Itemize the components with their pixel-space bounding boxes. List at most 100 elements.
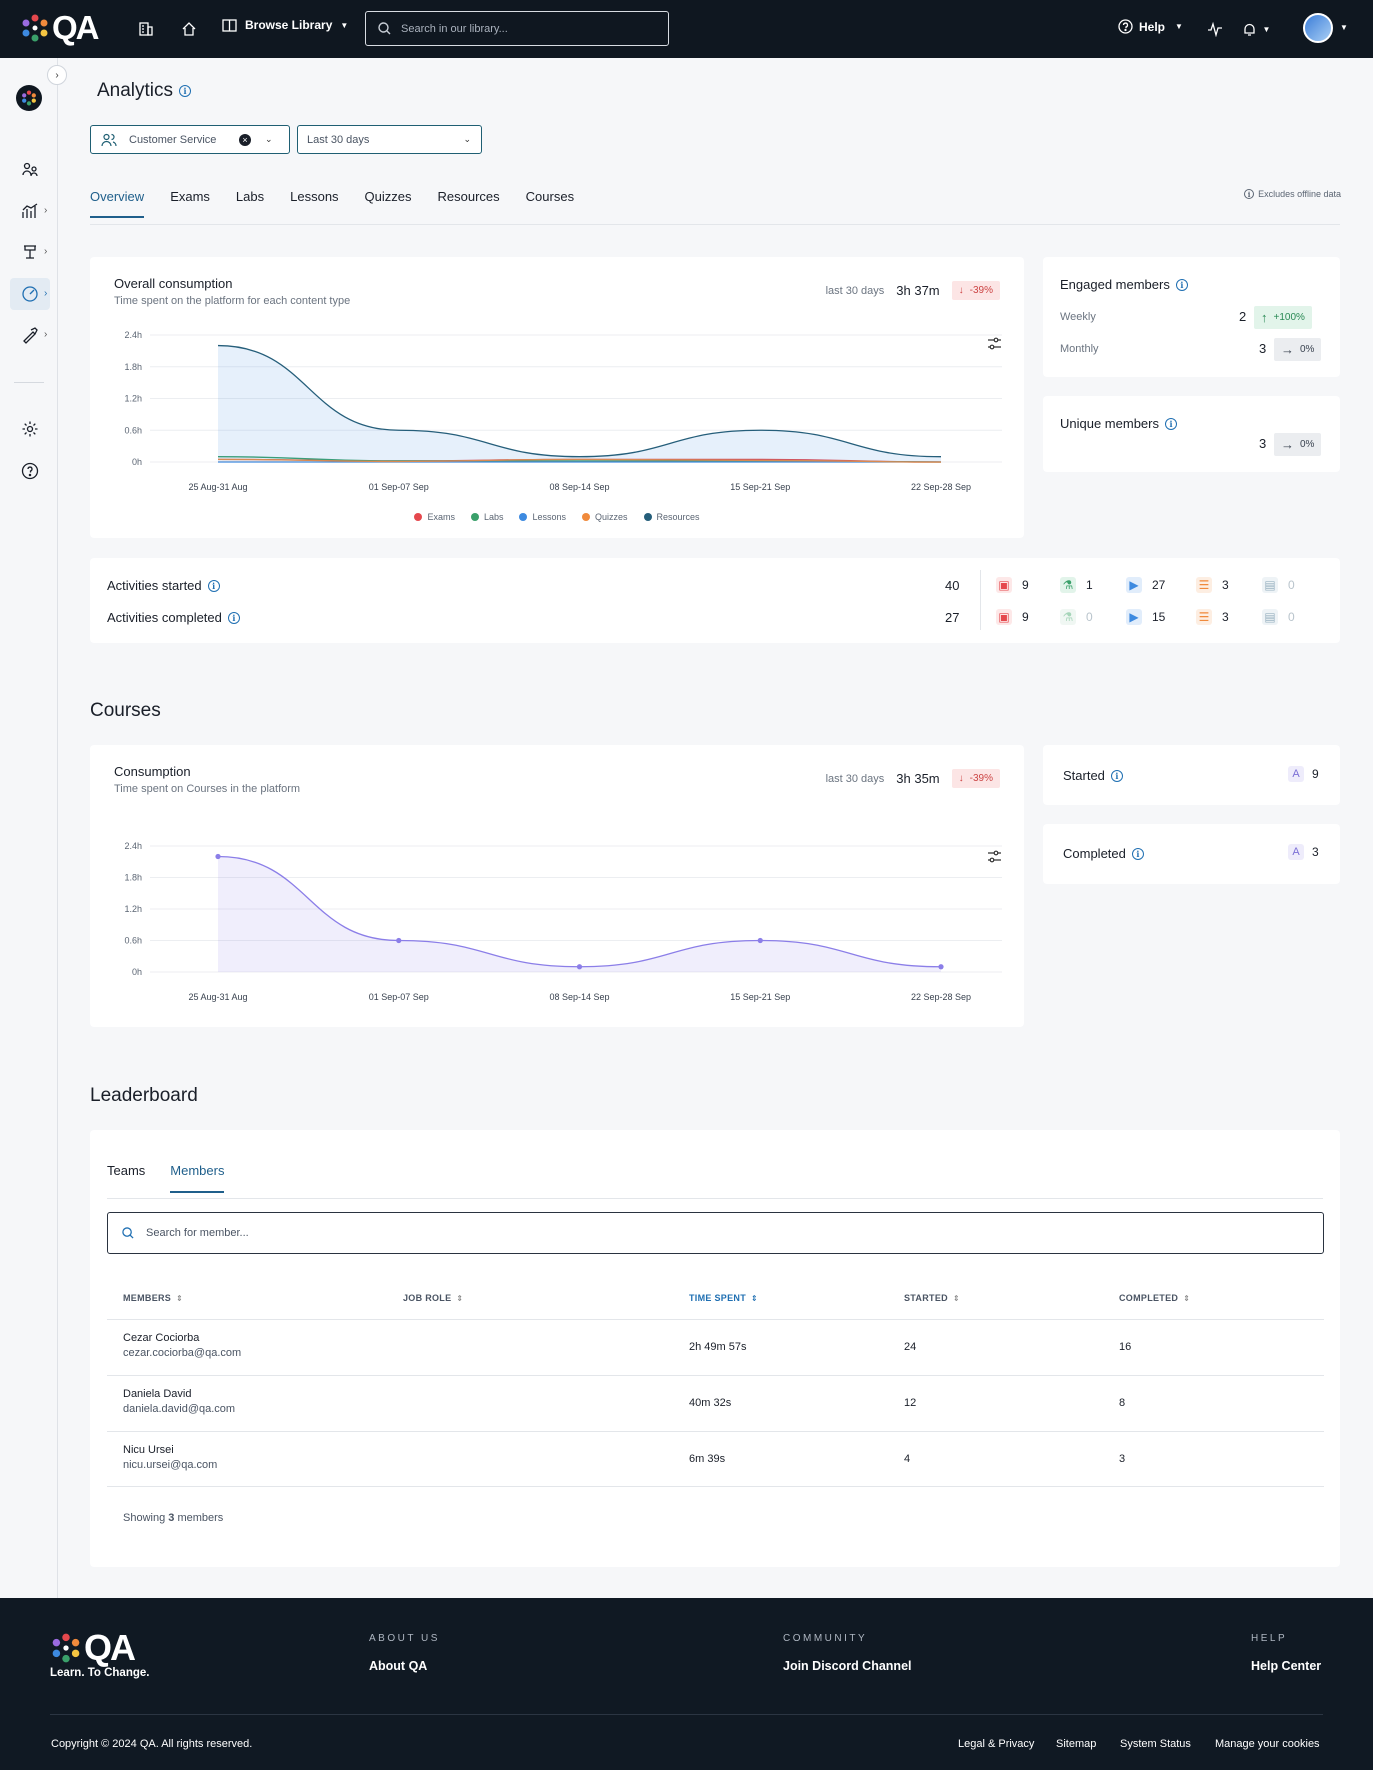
info-icon[interactable]: i: [227, 611, 240, 624]
sidebar-item-help[interactable]: [10, 455, 50, 487]
tab-lessons[interactable]: Lessons: [290, 189, 339, 204]
period-filter[interactable]: Last 30 days ⌄: [297, 125, 482, 154]
column-label: COMPLETED: [1119, 1293, 1179, 1303]
series-area: [218, 345, 941, 462]
tab-exams[interactable]: Exams: [170, 189, 210, 204]
sidebar-item-authoring[interactable]: [10, 319, 50, 351]
page-title: Analytics i: [97, 80, 192, 102]
legend-label: Quizzes: [595, 512, 628, 522]
footer-status-link[interactable]: System Status: [1120, 1738, 1191, 1750]
info-icon[interactable]: i: [1165, 417, 1177, 430]
unique-header: Unique members i: [1060, 416, 1177, 431]
x-tick-label: 15 Sep-21 Sep: [730, 992, 790, 1002]
legend-labs[interactable]: Labs: [470, 512, 503, 522]
column-header-time-spent[interactable]: TIME SPENT ⇕: [689, 1293, 758, 1303]
site-footer: QA Learn. To Change. ABOUT US About QA C…: [0, 1598, 1373, 1770]
help-label: Help: [1139, 19, 1166, 34]
gauge-icon: [22, 286, 38, 302]
weekly-change-badge: ↑ +100%: [1254, 306, 1312, 329]
arrow-up-icon: ↑: [1261, 310, 1268, 325]
completed-cell: 3: [1119, 1453, 1126, 1465]
tabs-divider: [90, 224, 1340, 225]
footer-tagline: Learn. To Change.: [50, 1667, 150, 1679]
library-search-input[interactable]: [401, 22, 641, 35]
info-icon[interactable]: i: [207, 579, 220, 592]
legend-quizzes[interactable]: Quizzes: [582, 512, 628, 522]
legend-exams[interactable]: Exams: [414, 512, 455, 522]
sidebar-item-settings[interactable]: [10, 413, 50, 445]
chart-settings-button[interactable]: [982, 331, 1006, 355]
qa-logo[interactable]: QA: [20, 11, 99, 44]
footer-legal-link[interactable]: Legal & Privacy: [958, 1738, 1035, 1750]
info-icon[interactable]: i: [1131, 847, 1144, 860]
chart-settings-button[interactable]: [982, 844, 1006, 868]
activity-pulse-icon[interactable]: [1203, 17, 1227, 41]
tab-teams[interactable]: Teams: [107, 1163, 146, 1178]
building-icon[interactable]: [134, 17, 158, 41]
member-search[interactable]: [107, 1212, 1324, 1254]
sidebar-item-reports[interactable]: [10, 195, 50, 227]
avatar-caret-icon[interactable]: ▼: [1340, 23, 1348, 32]
table-row[interactable]: Daniela David daniela.david@qa.com 40m 32…: [107, 1375, 1324, 1431]
lesson-video-icon: ▶: [1126, 577, 1142, 593]
lab-flask-icon: ⚗: [1060, 609, 1076, 625]
footer-about-link[interactable]: About QA: [369, 1659, 428, 1673]
tab-overview[interactable]: Overview: [90, 189, 145, 218]
tab-labs[interactable]: Labs: [235, 189, 265, 204]
data-point: [576, 964, 583, 970]
unique-change-badge: → 0%: [1274, 433, 1322, 456]
tab-quizzes[interactable]: Quizzes: [364, 189, 412, 204]
completed-value: 3: [1312, 845, 1319, 859]
resource-document-icon: ▤: [1262, 609, 1278, 625]
sidebar-expand-toggle[interactable]: ›: [47, 65, 67, 85]
activities-card: Activities started i 40 Activities compl…: [90, 558, 1340, 643]
chevron-right-icon: ›: [44, 288, 48, 299]
overall-consumption-card: Overall consumption Time spent on the pl…: [90, 257, 1024, 538]
leaderboard-tabs: Teams Members: [107, 1163, 225, 1193]
unique-members-card: Unique members i 3 → 0%: [1043, 396, 1340, 472]
footer-help-center-link[interactable]: Help Center: [1251, 1659, 1322, 1673]
help-menu[interactable]: Help ▼: [1118, 19, 1183, 34]
y-tick-label: 0h: [132, 967, 142, 977]
notifications-bell[interactable]: ▼: [1238, 17, 1274, 41]
clear-filter-icon[interactable]: ×: [239, 133, 251, 146]
footer-cookies-link[interactable]: Manage your cookies: [1215, 1738, 1320, 1750]
sidebar-item-people[interactable]: [10, 153, 50, 185]
column-header-members[interactable]: MEMBERS ⇕: [123, 1293, 183, 1303]
sidebar-item-analytics[interactable]: [10, 278, 50, 310]
courses-section-title: Courses: [90, 700, 161, 721]
info-icon[interactable]: i: [1110, 769, 1123, 782]
user-avatar[interactable]: [1303, 13, 1333, 43]
card-title: Consumption: [114, 764, 191, 779]
footer-logo[interactable]: QA Learn. To Change.: [50, 1630, 150, 1680]
table-row[interactable]: Nicu Ursei nicu.ursei@qa.com 6m 39s 4 3: [107, 1431, 1324, 1487]
legend-dot: [470, 513, 479, 521]
legend-resources[interactable]: Resources: [643, 512, 700, 522]
table-row[interactable]: Cezar Cociorba cezar.cociorba@qa.com 2h 4…: [107, 1319, 1324, 1375]
column-header-started[interactable]: STARTED ⇕: [904, 1293, 960, 1303]
team-filter[interactable]: Customer Service × ⌄: [90, 125, 290, 154]
member-cell: Nicu Ursei nicu.ursei@qa.com: [123, 1444, 217, 1471]
tab-resources[interactable]: Resources: [437, 189, 500, 204]
home-icon[interactable]: [177, 17, 201, 41]
brand-flower-icon[interactable]: [16, 85, 42, 111]
arrow-down-icon: ↓: [958, 773, 964, 784]
library-search[interactable]: [365, 11, 669, 46]
info-icon[interactable]: i: [179, 85, 192, 97]
sliders-icon: [987, 337, 1001, 349]
column-header-completed[interactable]: COMPLETED ⇕: [1119, 1293, 1190, 1303]
footer-discord-link[interactable]: Join Discord Channel: [783, 1659, 912, 1673]
tab-members[interactable]: Members: [170, 1163, 225, 1193]
browse-library-menu[interactable]: Browse Library ▼: [222, 18, 348, 32]
courses-consumption-card: Consumption Time spent on Courses in the…: [90, 745, 1024, 1027]
y-tick-label: 1.2h: [124, 394, 142, 404]
sidebar-item-learning[interactable]: [10, 236, 50, 268]
column-header-job-role[interactable]: JOB ROLE ⇕: [403, 1293, 463, 1303]
info-icon[interactable]: i: [1175, 278, 1188, 291]
legend-lessons[interactable]: Lessons: [519, 512, 566, 522]
footer-sitemap-link[interactable]: Sitemap: [1056, 1738, 1097, 1750]
tab-courses[interactable]: Courses: [525, 189, 575, 204]
member-search-input[interactable]: [146, 1227, 1246, 1239]
left-sidebar: › › › ›: [0, 58, 58, 1598]
x-tick-label: 15 Sep-21 Sep: [730, 482, 790, 492]
